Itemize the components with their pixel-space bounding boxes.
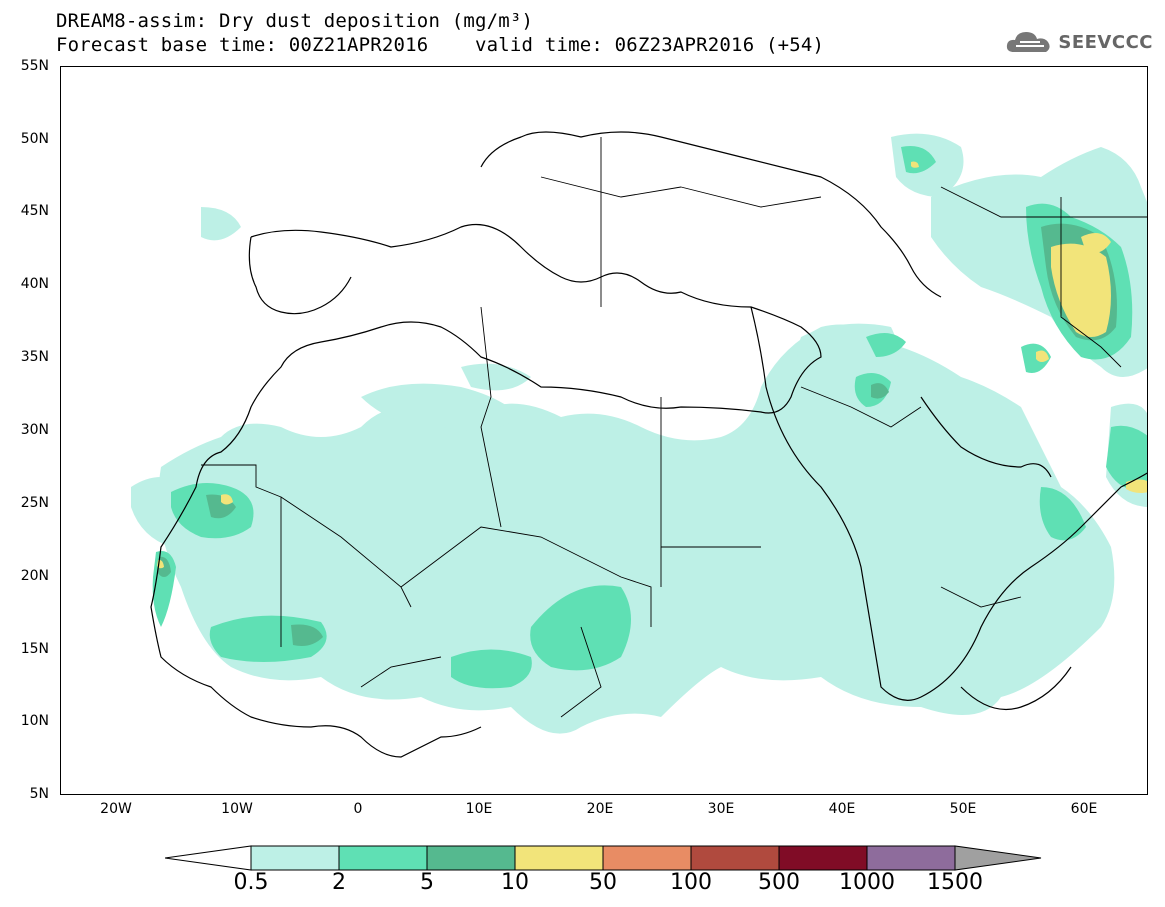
map-title: DREAM8-assim: Dry dust deposition (mg/m³… (56, 10, 534, 32)
legend-swatch-6 (778, 845, 868, 871)
legend-under-triangle (165, 845, 252, 871)
legend-label-1000: 1000 (839, 870, 895, 895)
legend-label-1500: 1500 (927, 870, 983, 895)
country-borders (201, 137, 1147, 718)
lat-label-5n: 5N (29, 786, 49, 802)
lon-label-20w: 20W (100, 801, 132, 817)
lat-label-55n: 55N (20, 58, 49, 74)
lon-label-20e: 20E (586, 801, 614, 817)
legend-swatch-1 (338, 845, 428, 871)
lon-label-50e: 50E (949, 801, 977, 817)
legend-swatch-4 (602, 845, 692, 871)
legend-swatch-3 (514, 845, 604, 871)
coastlines (150, 131, 1147, 758)
legend-swatch-2 (426, 845, 516, 871)
lat-label-10n: 10N (20, 713, 49, 729)
lat-label-35n: 35N (20, 349, 49, 365)
forecast-time-line: Forecast base time: 00Z21APR2016 valid t… (56, 34, 825, 56)
legend-label-0-5: 0.5 (233, 870, 269, 895)
lat-label-30n: 30N (20, 422, 49, 438)
legend-label-5: 5 (420, 870, 434, 895)
dust-map (131, 131, 1147, 758)
legend-over-triangle (954, 845, 1042, 871)
logo-text: SEEVCCC (1058, 31, 1153, 53)
legend-label-2: 2 (332, 870, 346, 895)
lat-label-45n: 45N (20, 203, 49, 219)
lat-label-15n: 15N (20, 641, 49, 657)
lon-label-0: 0 (353, 801, 363, 817)
legend-label-50: 50 (589, 870, 617, 895)
legend-label-500: 500 (758, 870, 800, 895)
color-legend (165, 845, 1042, 871)
lon-label-10w: 10W (221, 801, 253, 817)
lat-label-40n: 40N (20, 276, 49, 292)
lon-label-60e: 60E (1070, 801, 1098, 817)
legend-swatch-7 (866, 845, 956, 871)
lon-label-10e: 10E (465, 801, 493, 817)
map-area (60, 66, 1148, 795)
lat-label-25n: 25N (20, 495, 49, 511)
lat-label-20n: 20N (20, 568, 49, 584)
lat-label-50n: 50N (20, 131, 49, 147)
lon-label-40e: 40E (828, 801, 856, 817)
legend-label-10: 10 (501, 870, 529, 895)
seevccc-logo: SEEVCCC (1004, 28, 1153, 56)
legend-swatch-5 (690, 845, 780, 871)
cloud-icon (1007, 32, 1050, 52)
legend-swatch-0 (250, 845, 340, 871)
legend-label-100: 100 (670, 870, 712, 895)
dust-level-10 (157, 161, 1147, 569)
lon-label-30e: 30E (707, 801, 735, 817)
